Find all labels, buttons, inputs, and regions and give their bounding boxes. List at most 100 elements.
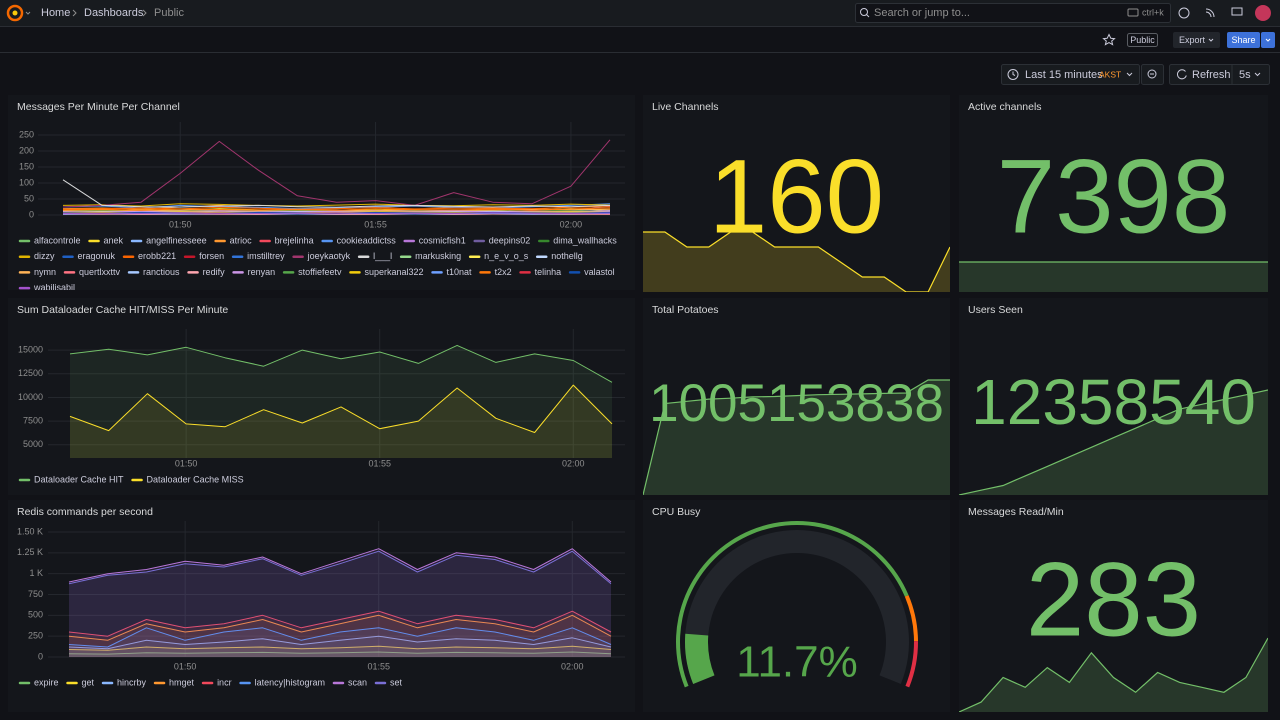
- legend-label: t2x2: [495, 267, 512, 277]
- zoom-icon: [1147, 69, 1157, 79]
- clock-hand: [1012, 71, 1016, 76]
- x-tick-label: 01:50: [174, 661, 197, 671]
- series-area: [70, 345, 612, 458]
- clock-icon: [1007, 69, 1019, 80]
- time-picker[interactable]: [1001, 64, 1140, 85]
- breadcrumb-dashboards[interactable]: Dashboards: [84, 7, 144, 19]
- legend-label: redify: [203, 267, 226, 277]
- x-tick-label: 02:00: [561, 661, 584, 671]
- stat-value: 7398: [997, 139, 1231, 256]
- panel-title: Users Seen: [968, 304, 1023, 316]
- legend-label: set: [390, 677, 403, 687]
- x-tick-label: 02:00: [562, 458, 585, 468]
- series-area: [69, 646, 611, 657]
- sparkline-area: [959, 638, 1268, 712]
- series-line: [62, 210, 611, 213]
- x-tick-label: 01:55: [367, 661, 390, 671]
- y-tick-label: 0: [38, 651, 43, 661]
- export-label[interactable]: Export: [1179, 35, 1206, 45]
- legend-label: Dataloader Cache HIT: [34, 474, 124, 484]
- breadcrumb-separator: [72, 9, 77, 17]
- panel: CPU Busy 11.7%: [643, 500, 950, 712]
- y-tick-label: 150: [19, 161, 34, 171]
- legend-label: alfacontrole: [34, 235, 81, 245]
- share-label[interactable]: Share: [1231, 35, 1255, 45]
- legend-label: imstilltrey: [247, 251, 285, 261]
- panel-title: Messages Read/Min: [968, 506, 1064, 518]
- legend-label: joeykaotyk: [307, 251, 351, 261]
- legend-label: nothellg: [551, 251, 583, 261]
- sparkline-area: [959, 390, 1268, 495]
- export-chevron: [1208, 38, 1214, 42]
- grafana-logo[interactable]: [6, 4, 31, 22]
- legend-label: angelfinesseee: [146, 235, 207, 245]
- x-tick-label: 01:50: [169, 219, 192, 229]
- y-tick-label: 7500: [23, 415, 43, 425]
- legend-label: n_e_v_o_s: [484, 251, 529, 261]
- panel-background: [8, 298, 635, 495]
- logo-core: [12, 10, 18, 16]
- refresh-label[interactable]: Refresh: [1192, 69, 1231, 81]
- news-icon[interactable]: [1205, 8, 1215, 18]
- legend-label: incr: [217, 677, 232, 687]
- series-line: [68, 550, 612, 585]
- refresh-interval[interactable]: 5s: [1239, 69, 1251, 81]
- panel: Messages Per Minute Per Channel 0 50 100 150…: [8, 95, 635, 292]
- series-area: [69, 636, 611, 657]
- interval-chevron: [1254, 72, 1261, 77]
- user-avatar[interactable]: [1255, 5, 1271, 21]
- legend-label: get: [82, 677, 95, 687]
- panel: Live Channels 160: [643, 95, 950, 292]
- series-line: [68, 635, 612, 650]
- panel-background: [8, 95, 635, 290]
- legend-label: hmget: [169, 677, 195, 687]
- series-line: [68, 548, 612, 583]
- legend-label: eragonuk: [78, 251, 116, 261]
- stat-value: 160: [709, 139, 884, 256]
- series-line: [69, 344, 613, 383]
- search-box[interactable]: Search or jump to... ctrl+k: [855, 3, 1171, 23]
- time-range[interactable]: Last 15 minutes: [1025, 69, 1103, 81]
- legend-label: t10nat: [447, 267, 473, 277]
- search-shortcut: ctrl+k: [1142, 7, 1164, 17]
- legend-label: forsen: [199, 251, 224, 261]
- share-menu-button[interactable]: [1261, 32, 1275, 48]
- gauge-label: 11.7%: [736, 638, 858, 687]
- series-line: [62, 139, 611, 208]
- series-area: [69, 548, 611, 657]
- export-button[interactable]: [1173, 32, 1220, 48]
- panel: Total Potatoes 1005153838: [643, 298, 950, 495]
- series-line: [69, 384, 613, 433]
- legend-label: expire: [34, 677, 59, 687]
- sparkline: [959, 637, 1268, 712]
- sparkline: [643, 379, 950, 495]
- legend-label: l___l: [373, 251, 392, 261]
- legend-label: erobb221: [138, 251, 176, 261]
- keyboard-icon: [1127, 8, 1139, 17]
- series-line: [62, 206, 611, 210]
- public-tag-box: [1127, 33, 1158, 47]
- threshold-band: [905, 641, 919, 688]
- legend-label: cosmicfish1: [419, 235, 466, 245]
- gauge-track: [685, 530, 909, 684]
- legend-label: superkanal322: [364, 267, 423, 277]
- panel-background: [8, 500, 635, 712]
- legend-label: deepins02: [489, 235, 531, 245]
- kiosk-icon[interactable]: [1231, 7, 1243, 16]
- star-icon[interactable]: [1102, 33, 1116, 46]
- time-chevron: [1126, 72, 1133, 77]
- series-line: [68, 610, 612, 637]
- legend-label: brejelinha: [275, 235, 314, 245]
- panel-title: Total Potatoes: [652, 304, 719, 316]
- panel-title: Active channels: [968, 101, 1042, 113]
- y-tick-label: 1.50 K: [17, 526, 43, 536]
- public-tag: Public: [1130, 35, 1155, 45]
- refresh-picker[interactable]: [1169, 64, 1270, 85]
- legend-label: wabilisabil: [33, 282, 75, 292]
- breadcrumb-home[interactable]: Home: [41, 7, 70, 19]
- help-icon[interactable]: [1178, 7, 1190, 19]
- legend-label: valastol: [584, 267, 615, 277]
- share-button[interactable]: [1227, 32, 1260, 48]
